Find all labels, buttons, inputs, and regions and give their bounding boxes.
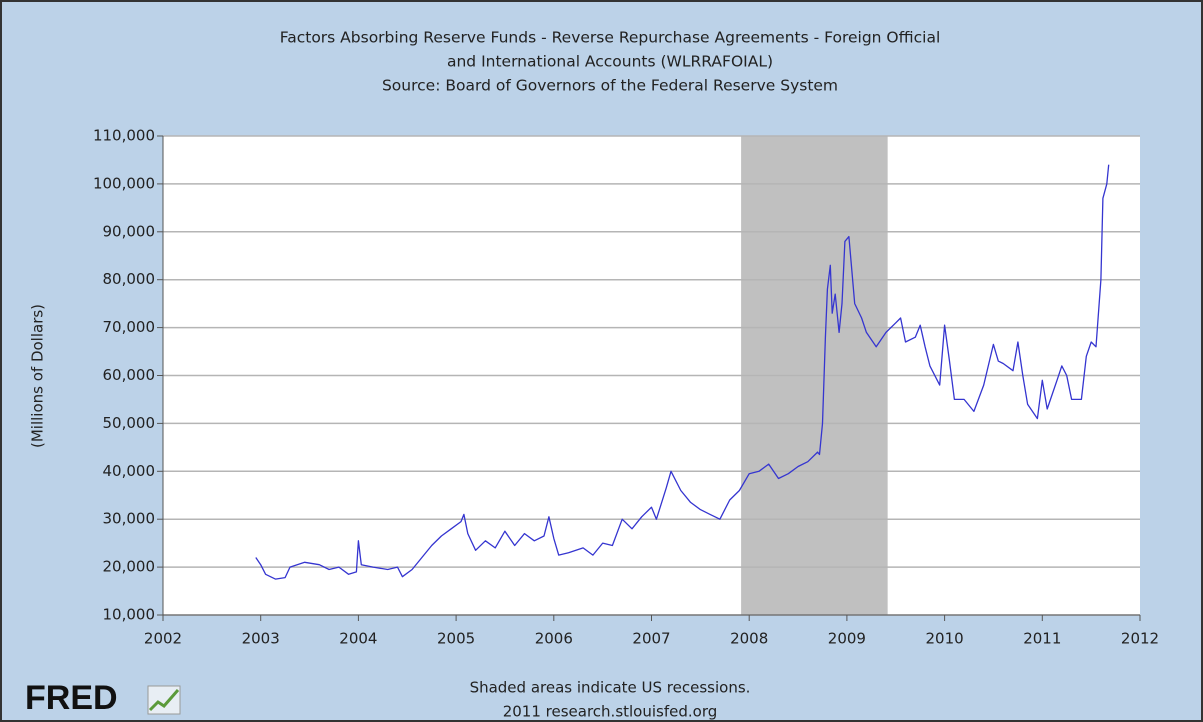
y-tick-label: 10,000	[103, 606, 156, 624]
y-tick-label: 100,000	[93, 174, 155, 192]
y-tick-label: 40,000	[103, 462, 156, 480]
chart-subtitle: Source: Board of Governors of the Federa…	[382, 77, 838, 95]
y-tick-label: 50,000	[103, 414, 156, 432]
x-tick-label: 2004	[339, 630, 377, 648]
x-tick-label: 2003	[242, 630, 280, 648]
x-tick-label: 2006	[535, 630, 573, 648]
note: Shaded areas indicate US recessions.	[470, 679, 751, 697]
y-tick-label: 70,000	[103, 318, 156, 336]
chart-title: and International Accounts (WLRRAFOIAL)	[447, 53, 773, 71]
x-tick-label: 2009	[828, 630, 866, 648]
x-tick-label: 2002	[144, 630, 182, 648]
x-tick-label: 2008	[730, 630, 768, 648]
y-tick-label: 20,000	[103, 558, 156, 576]
chart-title: Factors Absorbing Reserve Funds - Revers…	[280, 29, 941, 47]
y-tick-label: 60,000	[103, 366, 156, 384]
y-axis-label: (Millions of Dollars)	[29, 304, 47, 448]
x-tick-label: 2012	[1121, 630, 1159, 648]
note: 2011 research.stlouisfed.org	[503, 703, 718, 721]
y-tick-label: 110,000	[93, 127, 155, 145]
data-line	[255, 164, 1110, 580]
y-tick-label: 30,000	[103, 510, 156, 528]
logo: FRED	[25, 679, 118, 717]
y-tick-label: 80,000	[103, 270, 156, 288]
y-tick-label: 90,000	[103, 222, 156, 240]
x-tick-label: 2007	[632, 630, 670, 648]
logo-icon	[147, 685, 181, 715]
x-tick-label: 2005	[437, 630, 475, 648]
x-tick-label: 2010	[926, 630, 964, 648]
x-tick-label: 2011	[1023, 630, 1061, 648]
